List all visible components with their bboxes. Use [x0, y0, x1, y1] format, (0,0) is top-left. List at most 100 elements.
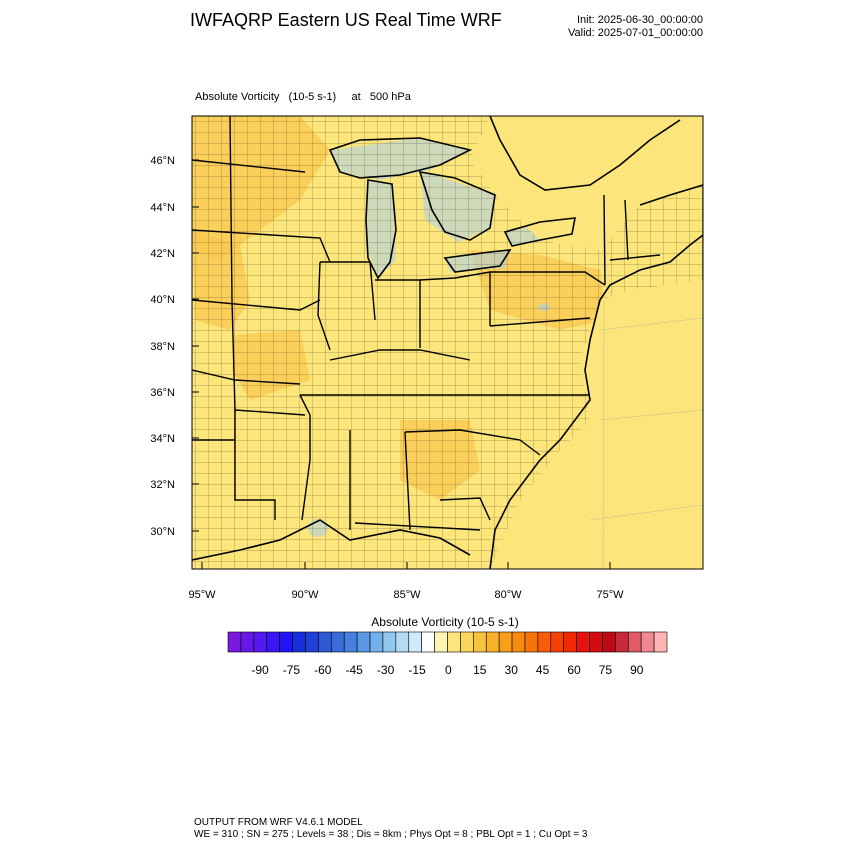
- coastline: [489, 116, 681, 191]
- colorbar-swatch: [653, 631, 668, 653]
- coastline: [489, 299, 601, 569]
- state-boundary: [229, 116, 236, 411]
- colorbar-swatch: [537, 631, 552, 653]
- state-boundary: [192, 369, 301, 385]
- lon-tick-label: 75°W: [596, 589, 624, 601]
- colorbar-swatch: [602, 631, 616, 653]
- state-boundary: [329, 349, 471, 361]
- colorbar-swatch: [382, 631, 397, 653]
- lon-tick-label: 95°W: [188, 589, 216, 601]
- colorbar-swatch: [240, 631, 255, 653]
- colorbar-swatch: [511, 631, 526, 653]
- colorbar-swatch: [485, 631, 500, 653]
- colorbar-swatch: [550, 631, 564, 653]
- colorbar-swatch: [447, 631, 461, 653]
- coastline: [418, 170, 496, 241]
- colorbar-swatch: [576, 631, 590, 653]
- canada-region: [470, 116, 703, 250]
- colorbar-tick-label: -45: [346, 663, 364, 677]
- coastline: [639, 184, 703, 206]
- colorbar-swatch: [627, 631, 642, 653]
- graticule-line: [599, 317, 703, 331]
- colorbar-swatch: [460, 631, 474, 653]
- lat-tick-label: 36°N: [150, 387, 175, 399]
- colorbar-tick-label: -60: [314, 663, 332, 677]
- colorbar-swatch: [421, 631, 435, 653]
- colorbar-tick-label: -30: [377, 663, 395, 677]
- colorbar-swatch: [563, 631, 577, 653]
- longitude-axis: 95°W 90°W 85°W 80°W 75°W: [188, 562, 624, 601]
- plot-title: IWFAQRP Eastern US Real Time WRF: [190, 10, 502, 30]
- lat-tick-label: 46°N: [150, 155, 175, 167]
- state-boundary: [404, 431, 411, 531]
- colorbar-swatch: [227, 631, 242, 653]
- state-boundary: [439, 497, 491, 521]
- colorbar-tick-label: 90: [630, 663, 644, 677]
- state-boundary: [234, 409, 306, 416]
- colorbar-swatch: [369, 631, 384, 653]
- graticule: [589, 299, 703, 569]
- colorbar-tick-label: 0: [445, 663, 452, 677]
- state-boundary: [192, 299, 321, 311]
- state-boundary: [299, 394, 311, 521]
- state-boundary: [404, 429, 541, 456]
- colorbar-swatch: [330, 631, 345, 653]
- latitude-axis: 46°N 44°N 42°N 40°N 38°N 36°N 34°N 32°N 30°N: [150, 155, 199, 538]
- colorbar: [227, 631, 668, 653]
- colorbar-tick-label: -90: [251, 663, 269, 677]
- lon-tick-label: 90°W: [291, 589, 319, 601]
- lat-tick-label: 38°N: [150, 341, 175, 353]
- graticule-line: [589, 504, 703, 521]
- colorbar-swatch: [498, 631, 513, 653]
- coastline: [192, 519, 471, 561]
- lat-tick-label: 32°N: [150, 479, 175, 491]
- state-boundary: [624, 199, 629, 261]
- colorbar-swatch: [292, 631, 306, 653]
- state-boundary: [317, 261, 331, 351]
- lon-tick-label: 80°W: [494, 589, 522, 601]
- colorbar-swatch: [524, 631, 539, 653]
- colorbar-tick-label: 30: [505, 663, 519, 677]
- coastline: [328, 137, 473, 179]
- footer-options-line: WE = 310 ; SN = 275 ; Levels = 38 ; Dis …: [194, 829, 588, 840]
- colorbar-swatch: [434, 631, 448, 653]
- colorbar-swatch: [343, 631, 358, 653]
- colorbar-tick-label: 45: [536, 663, 550, 677]
- lat-tick-label: 42°N: [150, 248, 175, 260]
- colorbar-swatch: [640, 631, 655, 653]
- state-boundary: [192, 229, 331, 263]
- colorbar-swatch: [305, 631, 319, 653]
- init-valid-times: Init: 2025-06-30_00:00:00 Valid: 2025-07…: [568, 14, 703, 40]
- state-boundary: [192, 159, 306, 173]
- state-boundary: [603, 194, 606, 286]
- map-panel: [192, 116, 703, 569]
- colorbar-swatch: [615, 631, 629, 653]
- graticule-line: [599, 409, 703, 421]
- field-label: Absolute Vorticity (10-5 s-1) at 500 hPa: [195, 91, 411, 103]
- lat-tick-label: 44°N: [150, 202, 175, 214]
- lat-tick-label: 34°N: [150, 433, 175, 445]
- model-footer: OUTPUT FROM WRF V4.6.1 MODEL WE = 310 ; …: [194, 817, 587, 841]
- colorbar-title: Absolute Vorticity (10-5 s-1): [371, 615, 519, 629]
- coastline: [443, 249, 512, 273]
- coastlines: [192, 116, 703, 569]
- atlantic-ocean: [490, 280, 703, 569]
- colorbar-tick-label: 60: [567, 663, 581, 677]
- coastline: [599, 234, 703, 301]
- state-boundary: [354, 522, 481, 531]
- colorbar-swatch: [356, 631, 371, 653]
- lat-tick-label: 40°N: [150, 294, 175, 306]
- state-boundary: [234, 410, 276, 520]
- colorbar-labels: -90 -75 -60 -45 -30 -15 0 15 30 45 60 75 90: [251, 663, 643, 677]
- state-boundary: [419, 271, 491, 326]
- footer-model-line: OUTPUT FROM WRF V4.6.1 MODEL: [194, 817, 363, 828]
- state-boundary: [489, 317, 591, 327]
- lon-tick-label: 85°W: [393, 589, 421, 601]
- coastline: [365, 179, 397, 280]
- map-frame: [191, 115, 704, 570]
- colorbar-swatch: [279, 631, 293, 653]
- graticule-line: [602, 299, 605, 569]
- colorbar-swatch: [253, 631, 268, 653]
- colorbar-tick-label: 15: [473, 663, 487, 677]
